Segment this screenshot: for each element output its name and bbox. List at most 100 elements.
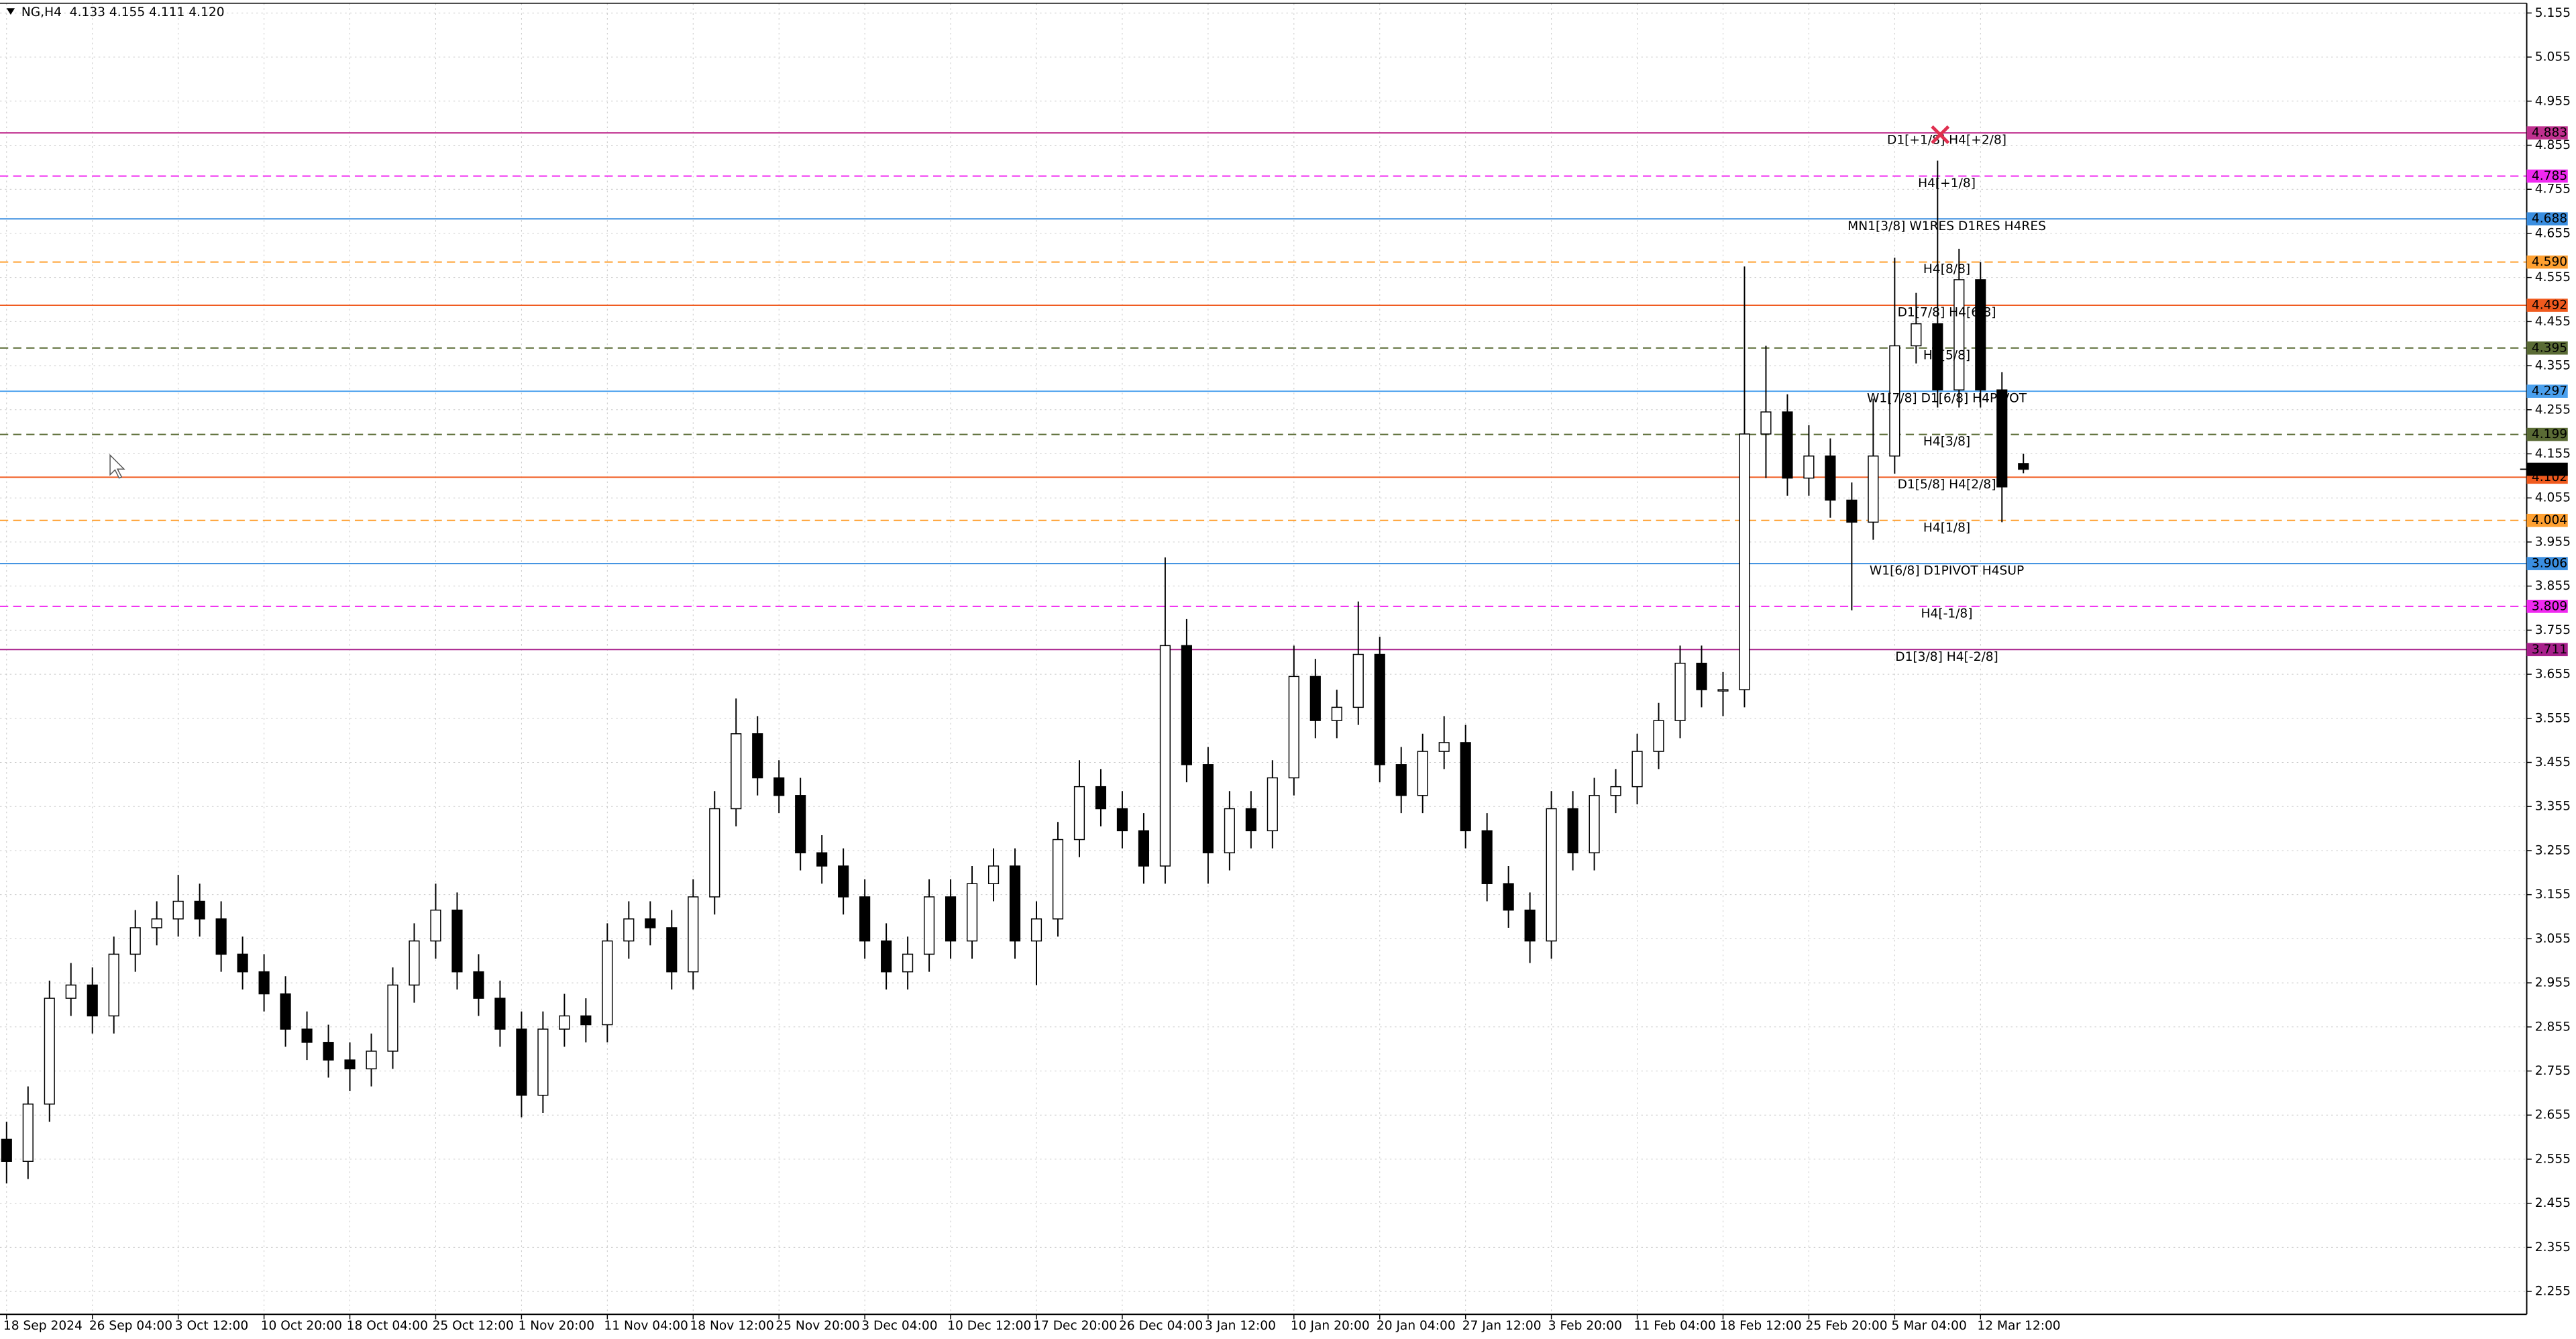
y-tick-label: 5.055 [2535,50,2571,64]
levels [0,132,2527,651]
candle-body [280,993,291,1030]
candle-body [1932,323,1943,390]
y-tick-label: 3.355 [2535,800,2571,814]
candle-body [1696,662,1707,690]
y-tick-label: 4.455 [2535,315,2571,329]
y-tick-label: 2.955 [2535,976,2571,990]
price-tag [2526,169,2568,183]
price-tag-label: 4.590 [2532,255,2567,269]
candle-body [65,984,76,999]
candle-body [451,909,463,973]
level-label: H4[+1/8] [1918,176,1976,191]
x-tick-label: 18 Nov 12:00 [690,1319,773,1333]
candle-body [1674,662,1686,721]
candle-body [87,984,98,1017]
price-tag-label: 4.395 [2532,341,2567,355]
y-tick-label: 2.255 [2535,1285,2571,1299]
price-tag-label: 4.297 [2532,384,2567,398]
candle-body [1,1138,12,1162]
y-tick-label: 2.755 [2535,1064,2571,1078]
candle-body [323,1042,334,1061]
marker-x [1931,125,1950,144]
candle-body [1846,499,1858,523]
candle-body [1438,742,1450,752]
candle-body [902,953,914,973]
y-tick-label: 5.155 [2535,6,2571,20]
y-tick-label: 4.155 [2535,447,2571,461]
x-tick-label: 25 Oct 12:00 [433,1319,514,1333]
candle-body [966,883,978,942]
candle-body [1953,279,1965,390]
candle-body [129,927,141,955]
x-tick-label: 18 Feb 12:00 [1720,1319,1802,1333]
y-tick-label: 4.355 [2535,359,2571,373]
y-tick-label: 2.355 [2535,1240,2571,1254]
candle-body [108,953,119,1017]
candle-body [1245,808,1256,832]
y-tick-label: 4.755 [2535,182,2571,197]
level-labels: D1[+1/8] H4[+2/8]H4[+1/8]MN1[3/8] W1RES … [1847,133,2046,664]
price-tag-label: 4.199 [2532,427,2567,441]
y-tick-label: 2.655 [2535,1108,2571,1122]
candle-body [409,940,420,986]
x-tick-label: 10 Jan 20:00 [1291,1319,1370,1333]
candle-body [194,900,205,920]
candle-body [1267,777,1278,832]
menu-triangle[interactable] [6,8,15,15]
y-tick-label: 3.555 [2535,711,2571,725]
price-tag-label: 4.492 [2532,299,2567,313]
candle-body [1288,676,1299,779]
price-tag-label: 4.883 [2532,126,2567,140]
candle-body [731,733,742,810]
candle-body [1610,786,1621,796]
candle-body [344,1059,356,1069]
candle-body [1460,742,1471,832]
candle-body [22,1104,34,1162]
candle-body [1503,883,1514,911]
candle-body [752,733,763,779]
x-tick-label: 11 Nov 04:00 [604,1319,688,1333]
x-tick-label: 18 Oct 04:00 [347,1319,428,1333]
candle-body [430,909,441,942]
candle-body [237,953,248,973]
y-tick-label: 4.855 [2535,138,2571,152]
x-tick-label: 5 Mar 04:00 [1891,1319,1966,1333]
y-tick-label: 2.455 [2535,1196,2571,1210]
candle-body [537,1028,549,1096]
candle-body [1825,456,1836,501]
candles [1,160,2029,1184]
candle-body [151,918,162,928]
price-tag [2526,341,2568,355]
candle-body [1567,808,1578,853]
y-tick-label: 4.655 [2535,226,2571,240]
level-label: D1[5/8] H4[2/8] [1898,478,1996,492]
candle-body [945,896,957,942]
price-tag-label: 3.809 [2532,599,2567,613]
candle-body [1524,909,1536,942]
candle-body [924,896,935,955]
level-label: H4[3/8] [1923,435,1970,449]
candle-body [1996,389,2008,488]
level-label: H4[5/8] [1923,348,1970,362]
price-tag [2526,427,2568,441]
price-tag [2526,557,2568,570]
candle-body [1052,839,1064,920]
candle-body [1202,764,1214,853]
candle-body [1868,456,1879,523]
candle-body [602,940,613,1026]
candle-body [366,1051,377,1069]
candle-body [1589,795,1600,853]
mouse-cursor [109,453,125,479]
price-tag [2526,299,2568,312]
candle-body [1030,918,1042,942]
candle-body [301,1028,313,1043]
level-label: H4[-1/8] [1921,606,1973,621]
marker-stroke [1931,125,1950,144]
y-tick-label: 2.555 [2535,1152,2571,1166]
level-label: W1[7/8] D1[6/8] H4PIVOT [1867,392,2027,406]
grid [0,3,2527,1315]
y-tick-label: 4.255 [2535,403,2571,417]
candle-body [559,1015,570,1030]
price-tag [2526,126,2568,140]
